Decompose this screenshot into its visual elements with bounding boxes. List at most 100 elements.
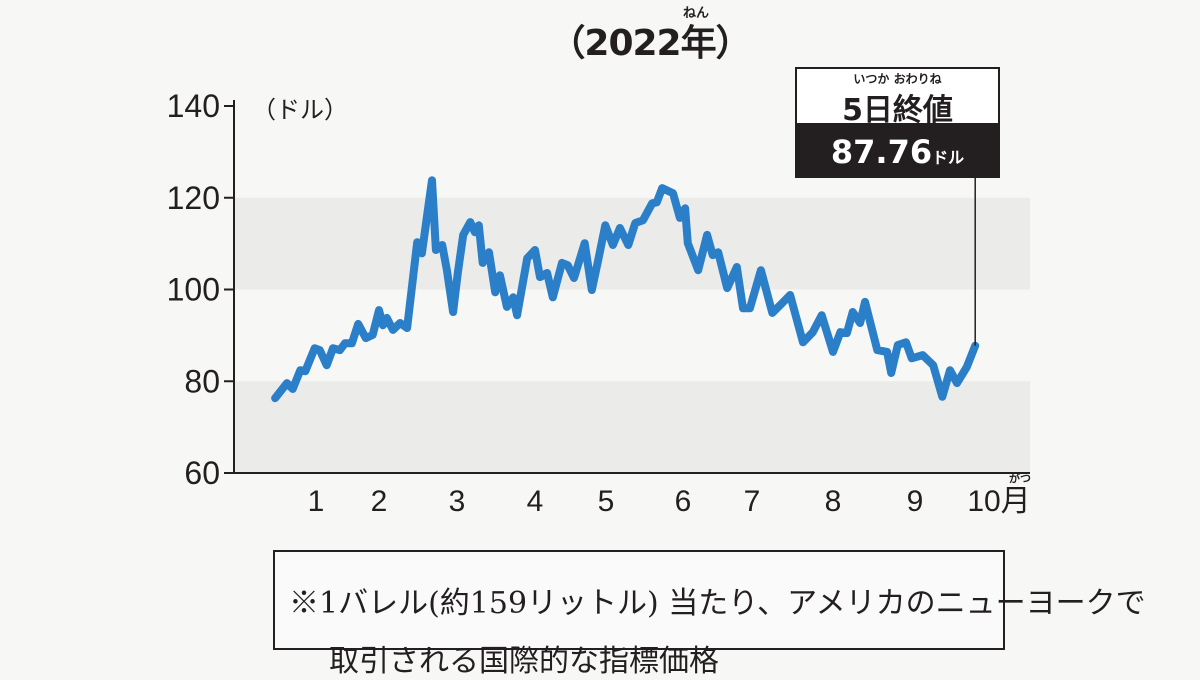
data-point [441, 244, 443, 246]
data-point [286, 382, 288, 384]
footnote-line-2: 取引される国際的な指標価格 [329, 644, 719, 679]
data-point [604, 224, 606, 226]
data-point [876, 349, 878, 351]
x-tick-label: 5 [598, 485, 615, 518]
callout-label: 5日終値 [842, 93, 953, 128]
data-point [494, 291, 496, 293]
footnote-box: ※1バレル(約159リットル) 当たり、アメリカのニューヨークで 取引される国際… [273, 550, 1146, 679]
data-point [431, 179, 433, 181]
data-point [292, 388, 294, 390]
data-point [802, 341, 804, 343]
data-point [966, 366, 968, 368]
data-point [435, 249, 437, 251]
y-tick-label: 100 [167, 272, 220, 308]
data-point [567, 264, 569, 266]
data-point [832, 351, 834, 353]
x-unit-ruby: がつ [1009, 471, 1031, 485]
data-point [561, 262, 563, 264]
data-point [956, 382, 958, 384]
x-tick-label: 7 [744, 485, 761, 518]
x-tick-label: 8 [825, 485, 842, 518]
data-point [642, 219, 644, 221]
x-tick-label: 2 [371, 485, 388, 518]
data-point [749, 307, 751, 309]
x-tick-label: 4 [527, 485, 544, 518]
data-point [299, 369, 301, 371]
data-point [697, 269, 699, 271]
data-point [821, 314, 823, 316]
data-point [344, 342, 346, 344]
data-point [365, 337, 367, 339]
x-tick-label: 3 [449, 485, 466, 518]
data-point [351, 342, 353, 344]
data-point [488, 251, 490, 253]
data-point [897, 344, 899, 346]
data-point [446, 269, 448, 271]
data-point [339, 349, 341, 351]
data-point [512, 296, 514, 298]
data-point [474, 231, 476, 233]
data-point [839, 331, 841, 333]
data-point [619, 227, 621, 229]
data-point [789, 294, 791, 296]
title-ruby: ねん [683, 6, 710, 21]
callout-value-box: 87.76ドル [795, 125, 1000, 178]
data-point [859, 322, 861, 324]
data-point [661, 187, 663, 189]
data-point [382, 324, 384, 326]
data-point [584, 242, 586, 244]
data-point [406, 327, 408, 329]
data-point [717, 251, 719, 253]
data-point [506, 306, 508, 308]
data-point [399, 322, 401, 324]
data-point [372, 334, 374, 336]
data-point [672, 192, 674, 194]
y-tick-label: 120 [167, 180, 220, 216]
data-point [706, 234, 708, 236]
data-point [591, 289, 593, 291]
data-point [949, 369, 951, 371]
callout-unit: ドル [932, 148, 965, 167]
data-point [905, 341, 907, 343]
data-point [482, 262, 484, 264]
data-point [932, 364, 934, 366]
data-point [457, 272, 459, 274]
data-point [941, 396, 943, 398]
data-point [319, 349, 321, 351]
x-tick-label: 6 [675, 485, 692, 518]
data-point [812, 331, 814, 333]
data-point [332, 347, 334, 349]
data-point [326, 364, 328, 366]
data-point [421, 252, 423, 254]
data-point [462, 234, 464, 236]
data-point [684, 207, 686, 209]
y-tick-label: 80 [184, 363, 220, 399]
data-point [712, 254, 714, 256]
y-tick-label: 140 [167, 88, 220, 124]
data-point [634, 222, 636, 224]
callout-label-box: いつか おわりね 5日終値 [795, 67, 1000, 128]
data-point [846, 332, 848, 334]
data-point [573, 277, 575, 279]
data-point [516, 314, 518, 316]
data-point [911, 357, 913, 359]
footnote-line-1: ※1バレル(約159リットル) 当たり、アメリカのニューヨークで [289, 586, 1146, 621]
band-60-80 [234, 381, 1030, 473]
data-point [864, 301, 866, 303]
data-point [314, 347, 316, 349]
x-tick-label: 1 [308, 485, 325, 518]
data-point [781, 302, 783, 304]
data-point [452, 311, 454, 313]
data-point [886, 351, 888, 353]
data-point [742, 307, 744, 309]
data-point [386, 317, 388, 319]
data-point [679, 217, 681, 219]
callout-ruby: いつか おわりね [853, 72, 942, 86]
x-tick-label: 10月 [967, 485, 1030, 518]
x-tick-label: 9 [907, 485, 924, 518]
data-point [534, 249, 536, 251]
data-point [499, 274, 501, 276]
callout-value: 87.76 [830, 133, 933, 171]
data-point [656, 201, 658, 203]
data-point [552, 296, 554, 298]
